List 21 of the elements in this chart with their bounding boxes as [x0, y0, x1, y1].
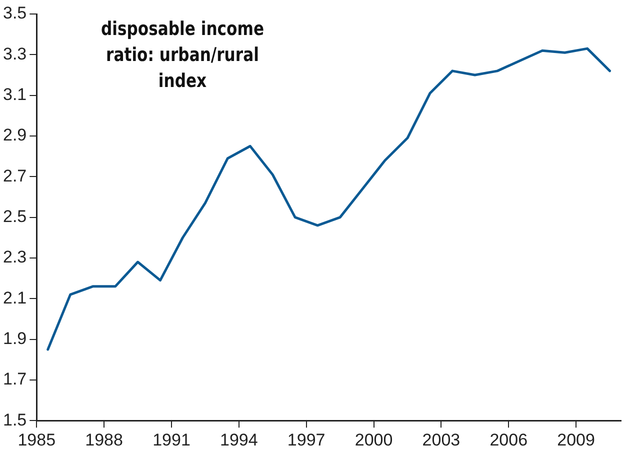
x-tick-label: 2006: [490, 430, 528, 450]
x-tick-label: 2009: [557, 430, 595, 450]
x-tick-label: 1988: [85, 430, 123, 450]
x-tick-label: 1994: [220, 430, 258, 450]
x-tick-label: 1997: [287, 430, 326, 450]
x-tick-label: 2003: [422, 430, 460, 450]
y-tick-label: 2.7: [2, 166, 27, 186]
y-tick-label: 1.7: [2, 370, 27, 389]
y-tick-label: 1.9: [2, 328, 27, 348]
y-tick-label: 2.9: [2, 126, 27, 145]
text: disposable income ratio: urban/rural index: [100, 17, 266, 94]
x-tick-label: 1985: [18, 430, 56, 450]
y-tick-label: 3.3: [2, 44, 27, 64]
y-tick-label: 1.5: [2, 410, 27, 430]
x-tick-label: 2000: [354, 430, 393, 450]
x-tick-label: 1991: [152, 430, 190, 450]
y-tick-label: 3.5: [2, 4, 27, 23]
y-tick-label: 3.1: [2, 85, 27, 104]
y-tick-label: 2.1: [2, 288, 27, 308]
y-tick-label: 2.5: [2, 206, 27, 226]
y-tick-label: 2.3: [2, 248, 27, 267]
